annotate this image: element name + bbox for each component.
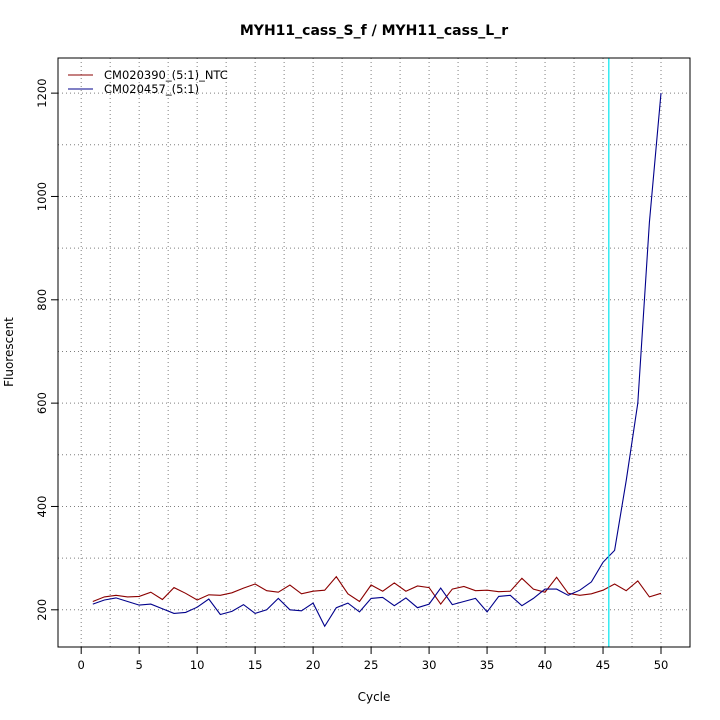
chart-title: MYH11_cass_S_f / MYH11_cass_L_r bbox=[240, 23, 508, 39]
x-tick-label: 45 bbox=[596, 658, 611, 672]
x-axis: 0 5 10 15 20 25 30 35 40 45 50 bbox=[78, 647, 669, 672]
x-tick-label: 25 bbox=[364, 658, 379, 672]
x-axis-label: Cycle bbox=[358, 690, 391, 704]
legend-label-1: CM020390_(5:1)_NTC bbox=[104, 68, 228, 82]
y-axis: 200 400 600 800 1000 1200 bbox=[35, 78, 58, 621]
x-tick-label: 5 bbox=[136, 658, 143, 672]
series-line-2 bbox=[92, 93, 662, 628]
legend-label-2: CM020457_(5:1) bbox=[104, 82, 199, 96]
x-tick-label: 0 bbox=[78, 658, 85, 672]
x-tick-label: 30 bbox=[422, 658, 437, 672]
y-tick-label: 400 bbox=[35, 496, 49, 518]
y-tick-label: 200 bbox=[35, 599, 49, 621]
grid bbox=[58, 58, 691, 647]
plot-frame bbox=[57, 57, 691, 648]
series-line-1 bbox=[92, 575, 662, 606]
y-tick-label: 1200 bbox=[35, 78, 49, 107]
y-tick-label: 800 bbox=[35, 289, 49, 311]
x-tick-label: 15 bbox=[248, 658, 263, 672]
y-tick-label: 1000 bbox=[35, 182, 49, 211]
x-tick-label: 35 bbox=[480, 658, 495, 672]
x-tick-label: 10 bbox=[190, 658, 205, 672]
x-tick-label: 40 bbox=[538, 658, 553, 672]
x-tick-label: 50 bbox=[654, 658, 669, 672]
y-axis-label: Fluorescent bbox=[2, 317, 16, 387]
x-tick-label: 20 bbox=[306, 658, 321, 672]
y-tick-label: 600 bbox=[35, 392, 49, 414]
series-lines bbox=[92, 93, 662, 628]
